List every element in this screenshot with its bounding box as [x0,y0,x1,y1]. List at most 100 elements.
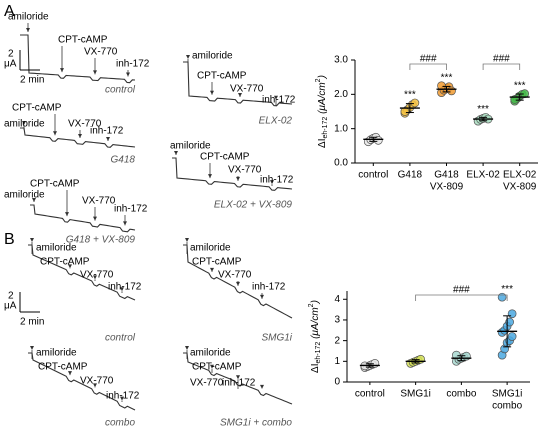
arrow-head [186,55,190,59]
y-tick-label: 3.0 [334,55,348,66]
arrow-head [236,176,240,181]
x-tick-label: SMG1i [492,389,523,400]
condition-label: ELX-02 [259,116,293,127]
y-axis-label-part: 2 [308,303,315,307]
stimulus-label: CPT-cAMP [30,179,80,190]
stimulus-label: VX-770 [230,84,264,95]
scale-label: 2 min [20,75,44,86]
y-axis-label-part: (μA/cm [310,307,321,341]
condition-label: combo [105,418,135,429]
condition-label: control [105,85,136,96]
arrow-head [93,275,97,280]
arrow-head [210,364,214,369]
y-axis-label-part: eh-172 [315,342,322,364]
data-point [447,86,456,96]
condition-label: control [105,333,136,344]
stimulus-label: VX-770 [218,270,252,281]
arrow-head [208,174,212,179]
stimulus-label: inh-172 [108,282,142,293]
stimulus-label: amiloride [8,12,49,23]
y-tick-label: 1.0 [334,123,348,134]
stimulus-label: amiloride [4,190,45,201]
y-tick-label: 1 [334,356,340,367]
stimulus-label: inh-172 [252,282,286,293]
arrow-head [60,68,64,73]
x-tick-label: control [358,170,388,181]
x-tick-label: control [355,389,385,400]
arrow-head [68,371,72,376]
y-tick-label: 2 [334,335,340,346]
arrow-head [93,70,97,75]
arrow-head [185,238,189,242]
arrow-head [174,151,178,155]
data-point [507,332,517,341]
stimulus-label: VX-770 [82,196,116,207]
arrow-head [185,346,189,350]
stimulus-label: amiloride [190,348,231,359]
significance: *** [404,90,416,101]
x-tick-label: SMG1i [400,389,431,400]
y-tick-label: 4 [334,294,340,305]
arrow-head [260,384,264,389]
y-tick-label: 3 [334,315,340,326]
bracket [415,294,508,301]
stimulus-label: inh-172 [260,175,294,186]
x-tick-label: combo [446,389,476,400]
arrow-head [30,238,34,242]
trace [20,127,136,148]
scale-label: μA [4,59,17,70]
stimulus-label: VX-770 [80,270,114,281]
significance: *** [441,72,453,83]
data-point [452,350,461,360]
x-tick-label: VX-809 [430,182,464,193]
stimulus-label: VX-770 [80,376,114,387]
x-tick-label: ELX-02 [503,170,537,181]
y-tick-label: 0.0 [334,158,348,169]
bracket [409,63,447,70]
stimulus-label: inh-172 [106,391,140,402]
arrow-head [274,95,278,100]
y-axis-label-part: ) [310,300,321,304]
stimulus-label: CPT-cAMP [38,362,88,373]
stimulus-label: VX-770 [68,119,102,130]
condition-label: G418 + VX-809 [66,235,136,246]
trace [183,244,293,319]
bracket [482,63,521,70]
significance: *** [514,80,526,91]
arrow-head [270,180,274,185]
y-axis-label-part: (μA/cm [317,82,328,116]
stimulus-label: inh-172 [114,204,148,215]
y-axis-label-part: ΔI [310,363,321,372]
scale-label: 2 [8,291,14,302]
stimulus-label: CPT-cAMP [200,152,250,163]
stimulus-label: CPT-cAMP [192,362,242,373]
stimulus-label: VX-770 [228,165,262,176]
stimulus-label: CPT-cAMP [12,103,62,114]
stimulus-label: CPT-cAMP [58,35,108,46]
y-axis-label-part: eh-172 [322,117,329,139]
trace [30,204,136,233]
arrow-head [68,264,72,269]
arrow-head [210,90,214,95]
stimulus-label: VX-770 [190,378,224,389]
trace [183,61,293,107]
condition-label: SMG1i + combo [220,418,292,429]
x-tick-label: ELX-02 [466,170,500,181]
arrow-head [238,92,242,97]
stimulus-label: amiloride [4,119,45,130]
stimulus-label: CPT-cAMP [40,257,90,268]
trace [20,34,136,84]
arrow-head [26,28,30,32]
arrow-head [126,72,130,77]
condition-label: ELX-02 + VX-809 [214,200,293,211]
stimulus-label: inh-172 [222,378,256,389]
significance: *** [501,284,513,295]
stimulus-label: amiloride [170,141,211,152]
stimulus-label: CPT-cAMP [192,257,242,268]
stimulus-label: inh-172 [116,59,150,70]
arrow-head [210,267,214,272]
y-axis-label: ΔIeh-172 (μA/cm2) [308,300,322,373]
arrow-head [65,212,69,217]
x-tick-label: G418 [434,170,459,181]
stimulus-label: amiloride [36,243,77,254]
